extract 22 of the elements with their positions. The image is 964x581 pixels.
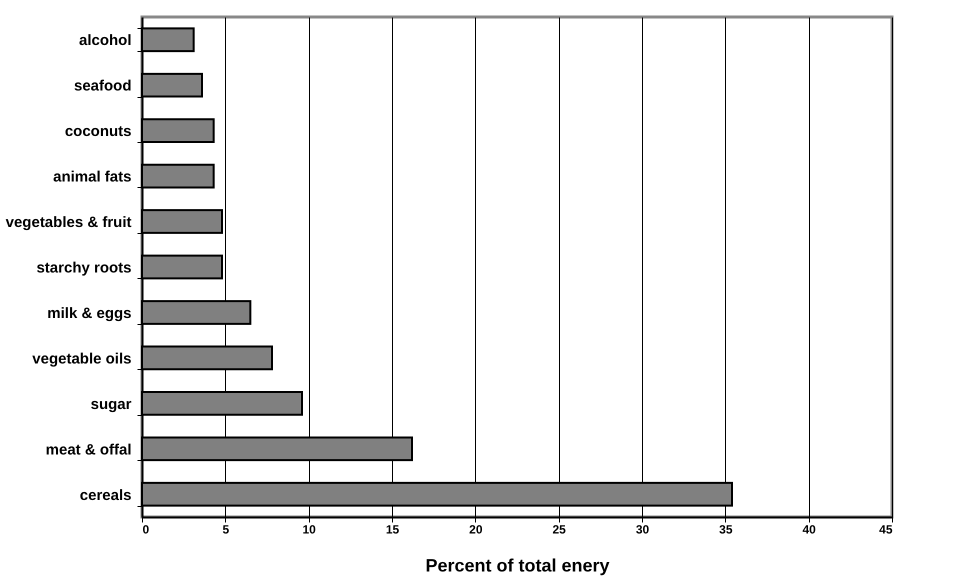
x-tick-label: 20 <box>469 522 483 536</box>
x-tick-label: 10 <box>302 522 316 536</box>
x-tick-label: 35 <box>719 522 733 536</box>
y-tick-label: milk & eggs <box>47 304 132 322</box>
y-tick-label: vegetables & fruit <box>6 214 132 232</box>
y-tick-label: alcohol <box>78 32 132 50</box>
y-tick-label: seafood <box>74 78 132 95</box>
y-tick-label: starchy roots <box>36 260 132 276</box>
y-tick-label: sugar <box>90 396 132 413</box>
x-tick-label: 30 <box>636 522 650 536</box>
x-tick-label: 25 <box>552 522 566 536</box>
x-tick-label: 45 <box>879 522 893 536</box>
y-tick-label: vegetable oils <box>32 350 132 368</box>
x-axis-title: Percent of total enery <box>425 556 610 576</box>
x-tick-label: 0 <box>142 522 150 536</box>
x-tick-label: 15 <box>386 522 400 536</box>
y-tick-label: cereals <box>80 486 132 504</box>
x-tick-label: 5 <box>222 522 230 536</box>
x-tick-label: 40 <box>802 522 816 536</box>
y-tick-label: meat & offal <box>46 441 132 458</box>
y-tick-label: animal fats <box>53 168 132 186</box>
y-tick-label: coconuts <box>64 123 132 140</box>
